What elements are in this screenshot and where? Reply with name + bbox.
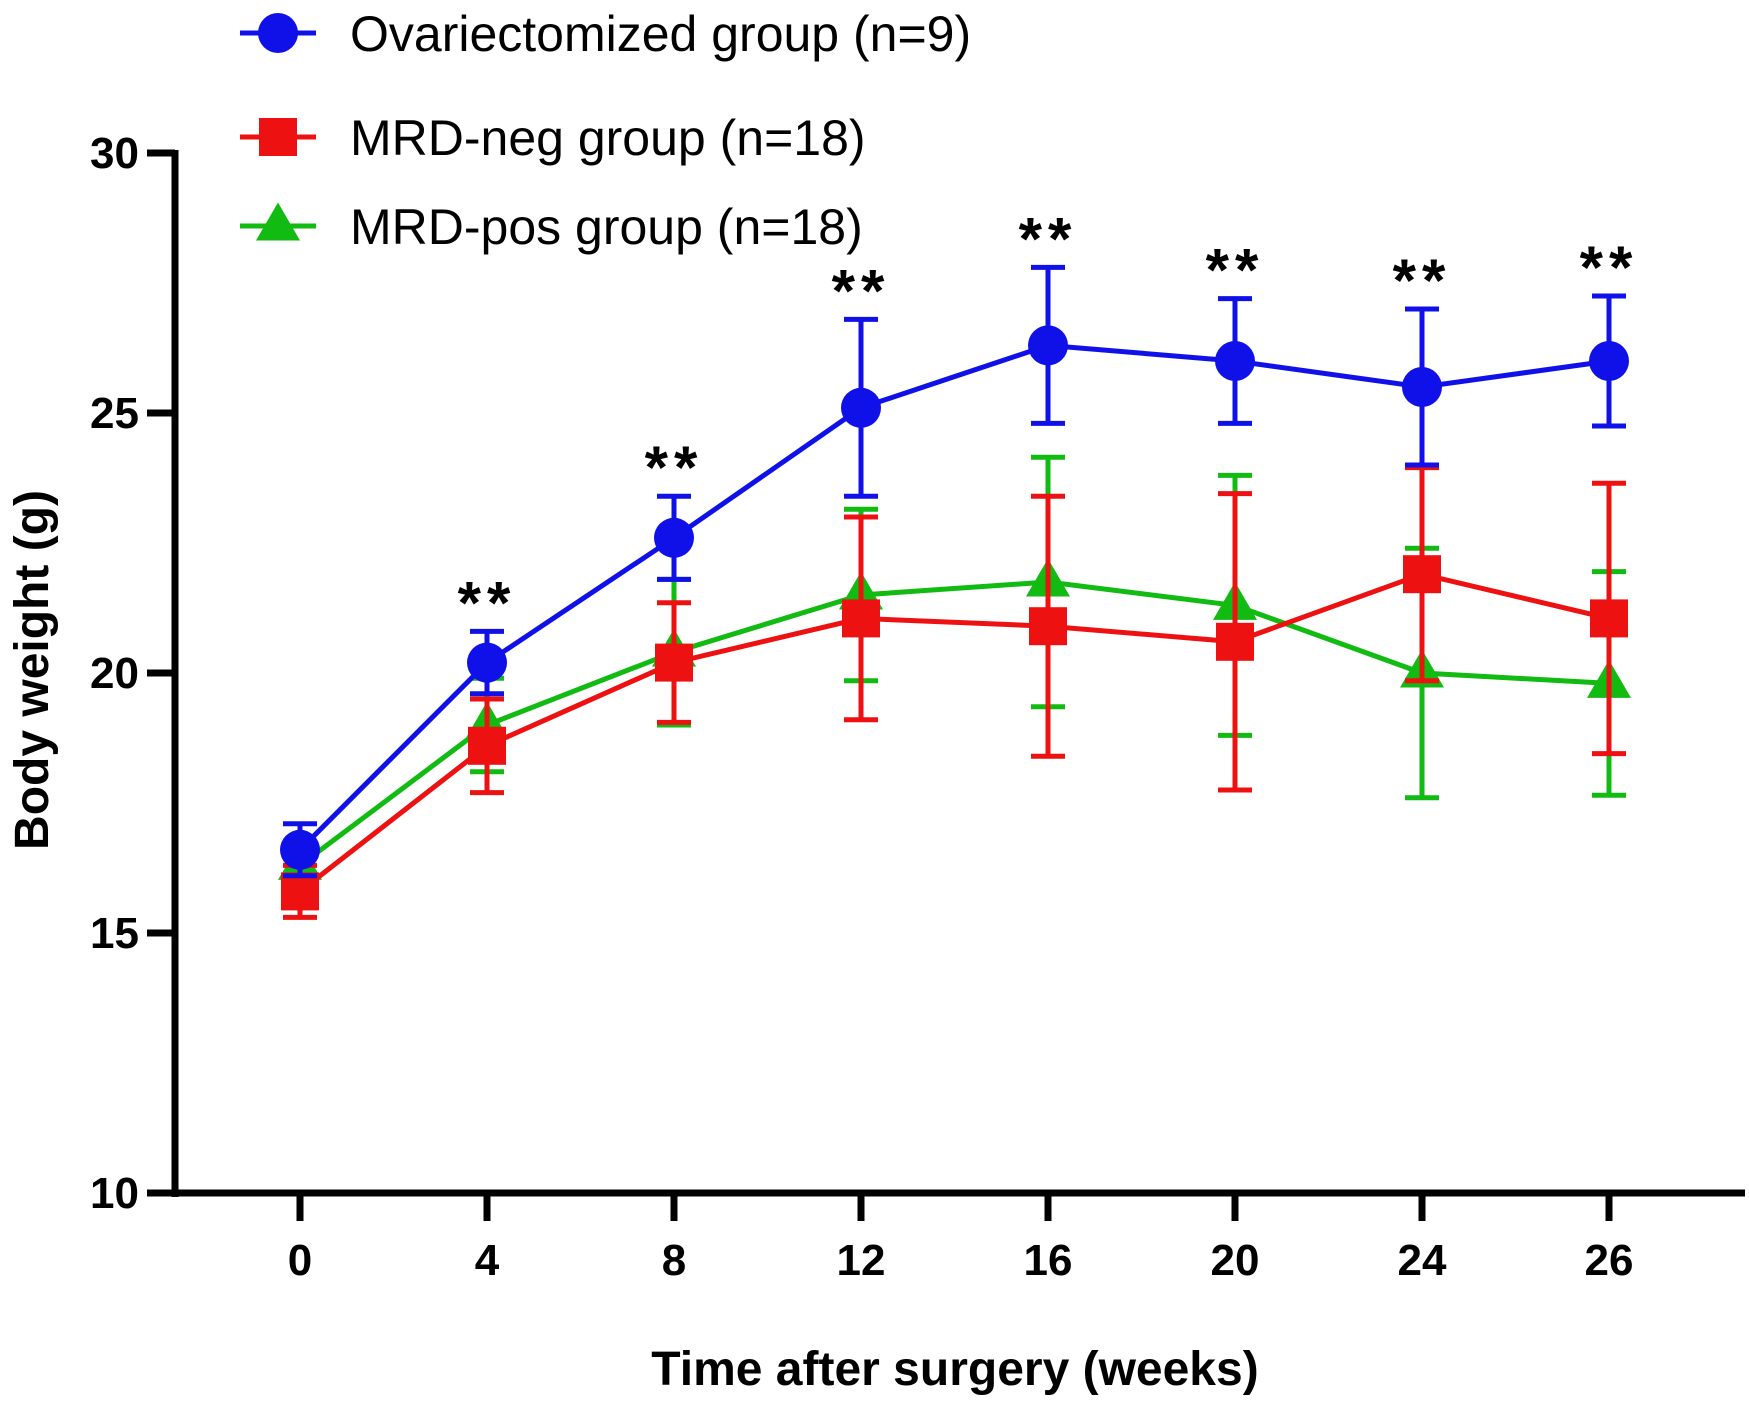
data-point — [1402, 367, 1442, 407]
data-point — [655, 643, 693, 682]
legend-label: MRD-neg group (n=18) — [350, 110, 866, 166]
significance-marker: ** — [1206, 237, 1265, 304]
y-tick-label: 30 — [90, 129, 139, 178]
significance-marker: ** — [458, 569, 517, 636]
data-point — [281, 872, 319, 911]
data-point — [1590, 599, 1628, 638]
data-point — [841, 387, 881, 428]
data-point — [1029, 607, 1067, 646]
significance-marker: ** — [645, 434, 704, 501]
y-tick-label: 15 — [90, 909, 139, 958]
legend-item-ovariectomized: Ovariectomized group (n=9) — [240, 6, 971, 62]
legend-label: Ovariectomized group (n=9) — [350, 6, 971, 62]
data-point — [1403, 555, 1441, 594]
y-tick-label: 25 — [90, 389, 139, 438]
y-tick-label: 10 — [90, 1169, 139, 1218]
data-point — [468, 726, 506, 765]
legend-item-mrd_pos: MRD-pos group (n=18) — [240, 199, 863, 255]
data-point — [467, 642, 507, 683]
y-axis-title: Body weight (g) — [6, 490, 59, 850]
series-layer — [278, 264, 1631, 920]
x-tick-label: 26 — [1585, 1236, 1634, 1285]
series-line — [298, 571, 1610, 894]
legend-marker — [258, 13, 298, 53]
x-tick-label: 12 — [837, 1236, 886, 1285]
series-line — [298, 579, 1610, 868]
x-tick-label: 24 — [1398, 1236, 1447, 1285]
y-tick-label: 20 — [90, 649, 139, 698]
legend: Ovariectomized group (n=9) MRD-neg group … — [240, 6, 971, 255]
series-line — [298, 342, 1610, 852]
legend-marker — [259, 118, 297, 156]
data-point — [842, 599, 880, 638]
data-point — [1216, 622, 1254, 661]
legend-marker — [256, 202, 300, 241]
data-point — [1589, 341, 1629, 381]
x-tick-label: 0 — [288, 1236, 312, 1285]
x-axis-title: Time after surgery (weeks) — [651, 1343, 1258, 1396]
x-tick-label: 16 — [1024, 1236, 1073, 1285]
series-mrd_neg — [281, 465, 1628, 920]
data-point — [654, 517, 694, 558]
data-point — [1028, 325, 1068, 366]
data-point — [280, 829, 320, 870]
legend-item-mrd_neg: MRD-neg group (n=18) — [240, 110, 866, 166]
significance-annotations: ** ** ** ** ** ** ** — [458, 205, 1639, 636]
significance-marker: ** — [1580, 234, 1639, 301]
x-tick-label: 4 — [475, 1236, 500, 1285]
significance-marker: ** — [1019, 205, 1078, 272]
legend-label: MRD-pos group (n=18) — [350, 199, 863, 255]
significance-marker: ** — [832, 257, 891, 324]
series-ovariectomized — [280, 264, 1629, 879]
significance-marker: ** — [1393, 247, 1452, 314]
data-point — [1215, 341, 1255, 381]
axes: 10 15 20 25 30 0 4 8 12 16 20 24 26 — [90, 129, 1745, 1285]
x-tick-label: 8 — [662, 1236, 686, 1285]
x-tick-label: 20 — [1211, 1236, 1260, 1285]
